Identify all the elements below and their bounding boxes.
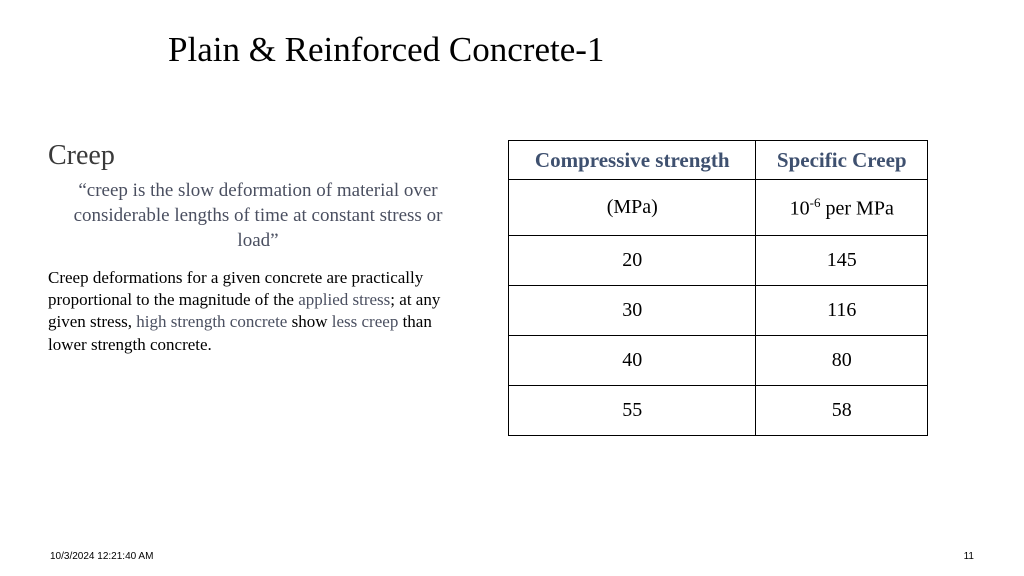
unit-pre: 10 <box>790 198 810 220</box>
col-header: Compressive strength <box>509 141 756 180</box>
cell: 30 <box>509 286 756 336</box>
right-column: Compressive strength Specific Creep (MPa… <box>508 140 976 436</box>
footer-page-number: 11 <box>964 551 974 562</box>
creep-table: Compressive strength Specific Creep (MPa… <box>508 140 928 436</box>
body-paragraph: Creep deformations for a given concrete … <box>48 267 468 355</box>
cell: 58 <box>756 386 928 436</box>
highlight-text: high strength concrete <box>136 312 287 331</box>
cell: 80 <box>756 336 928 386</box>
slide-title: Plain & Reinforced Concrete-1 <box>168 30 976 70</box>
definition-quote: “creep is the slow deformation of materi… <box>48 178 468 253</box>
unit-post: per MPa <box>821 198 894 220</box>
table-units-row: (MPa) 10-6 per MPa <box>509 180 928 236</box>
table-header-row: Compressive strength Specific Creep <box>509 141 928 180</box>
unit-sup: -6 <box>810 195 821 210</box>
left-column: Creep “creep is the slow deformation of … <box>48 140 468 436</box>
highlight-text: applied stress <box>298 290 390 309</box>
table-row: 20 145 <box>509 236 928 286</box>
content-row: Creep “creep is the slow deformation of … <box>48 140 976 436</box>
table-row: 55 58 <box>509 386 928 436</box>
body-text: show <box>287 312 331 331</box>
table-row: 40 80 <box>509 336 928 386</box>
cell: 55 <box>509 386 756 436</box>
slide: Plain & Reinforced Concrete-1 Creep “cre… <box>0 0 1024 576</box>
footer-timestamp: 10/3/2024 12:21:40 AM <box>50 551 153 562</box>
section-subtitle: Creep <box>48 140 468 172</box>
highlight-text: less creep <box>332 312 399 331</box>
cell: 116 <box>756 286 928 336</box>
cell: 145 <box>756 236 928 286</box>
cell: 20 <box>509 236 756 286</box>
col-header: Specific Creep <box>756 141 928 180</box>
table-row: 30 116 <box>509 286 928 336</box>
unit-cell: 10-6 per MPa <box>756 180 928 236</box>
unit-cell: (MPa) <box>509 180 756 236</box>
cell: 40 <box>509 336 756 386</box>
